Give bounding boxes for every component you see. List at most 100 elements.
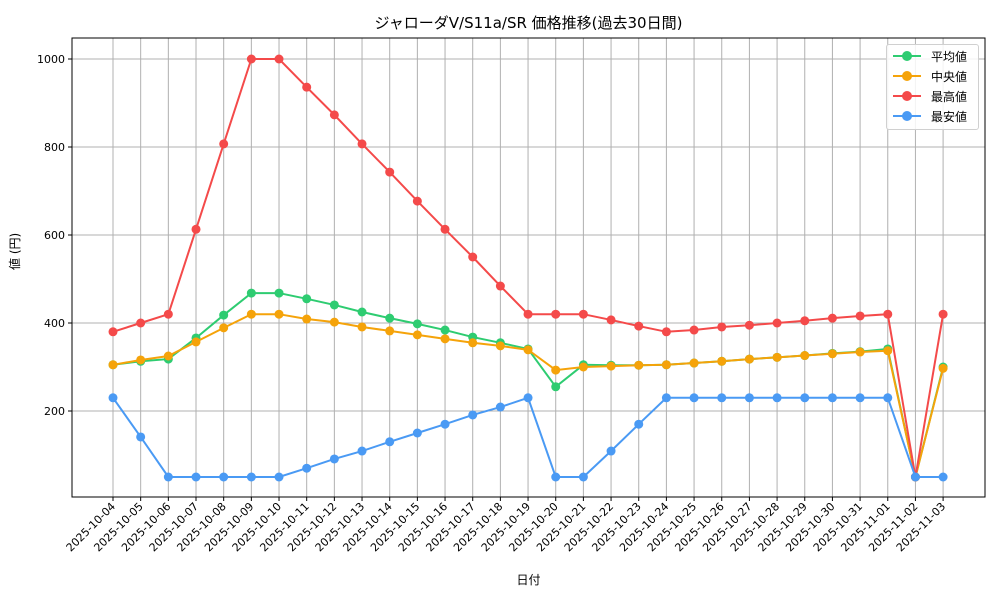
data-point xyxy=(523,345,533,355)
data-point xyxy=(634,321,644,331)
data-point xyxy=(385,167,395,177)
legend-label: 中央値 xyxy=(931,69,968,84)
legend-item-max: 最高値 xyxy=(893,86,967,106)
data-point xyxy=(357,446,367,456)
data-point xyxy=(634,360,644,370)
data-point xyxy=(329,110,339,120)
y-tick-label: 800 xyxy=(44,141,65,154)
data-point xyxy=(274,288,284,298)
data-point xyxy=(163,472,173,482)
data-point xyxy=(689,393,699,403)
data-point xyxy=(634,419,644,429)
data-point xyxy=(219,472,229,482)
data-point xyxy=(163,351,173,361)
data-point xyxy=(302,314,312,324)
data-point xyxy=(827,349,837,359)
data-point xyxy=(523,393,533,403)
data-point xyxy=(191,472,201,482)
data-point xyxy=(440,419,450,429)
data-point xyxy=(744,393,754,403)
data-point xyxy=(855,393,865,403)
data-point xyxy=(551,382,561,392)
data-point xyxy=(523,309,533,319)
data-point xyxy=(440,325,450,335)
data-point xyxy=(827,313,837,323)
y-tick-label: 1000 xyxy=(37,53,65,66)
data-point xyxy=(800,351,810,361)
data-point xyxy=(606,361,616,371)
data-point xyxy=(772,393,782,403)
data-point xyxy=(219,139,229,149)
data-point xyxy=(163,309,173,319)
data-point xyxy=(883,309,893,319)
data-point xyxy=(246,54,256,64)
data-point xyxy=(329,317,339,327)
data-point xyxy=(357,139,367,149)
x-axis-label: 日付 xyxy=(516,573,541,587)
data-point xyxy=(744,320,754,330)
legend: 平均値 中央値 最高値 最安値 xyxy=(886,44,979,130)
data-point xyxy=(800,393,810,403)
data-point xyxy=(329,454,339,464)
legend-marker-average xyxy=(893,51,921,61)
chart-title: ジャローダV/S11a/SR 価格推移(過去30日間) xyxy=(374,14,683,32)
data-point xyxy=(883,393,893,403)
data-point xyxy=(468,410,478,420)
data-point xyxy=(717,322,727,332)
data-point xyxy=(191,337,201,347)
data-point xyxy=(412,428,422,438)
data-point xyxy=(717,356,727,366)
data-point xyxy=(468,338,478,348)
legend-marker-min xyxy=(893,111,921,121)
legend-label: 最高値 xyxy=(931,89,968,104)
data-point xyxy=(302,463,312,473)
data-point xyxy=(246,309,256,319)
y-tick-label: 400 xyxy=(44,317,65,330)
data-point xyxy=(772,318,782,328)
legend-item-median: 中央値 xyxy=(893,66,967,86)
data-point xyxy=(744,354,754,364)
data-point xyxy=(938,363,948,373)
data-point xyxy=(440,224,450,234)
data-point xyxy=(938,472,948,482)
data-point xyxy=(883,346,893,356)
data-point xyxy=(274,309,284,319)
data-point xyxy=(661,393,671,403)
data-point xyxy=(246,472,256,482)
data-point xyxy=(855,311,865,321)
data-point xyxy=(274,472,284,482)
data-point xyxy=(357,322,367,332)
legend-marker-median xyxy=(893,71,921,81)
data-point xyxy=(357,307,367,317)
data-point xyxy=(412,196,422,206)
data-point xyxy=(578,472,588,482)
data-point xyxy=(855,347,865,357)
data-point xyxy=(191,224,201,234)
data-point xyxy=(800,316,810,326)
data-point xyxy=(108,360,118,370)
data-point xyxy=(578,309,588,319)
data-point xyxy=(412,319,422,329)
data-point xyxy=(412,330,422,340)
data-point xyxy=(246,288,256,298)
data-point xyxy=(385,313,395,323)
data-point xyxy=(302,82,312,92)
series-line xyxy=(108,309,948,482)
data-point xyxy=(385,437,395,447)
data-point xyxy=(578,362,588,372)
legend-label: 平均値 xyxy=(931,49,968,64)
series-line xyxy=(108,393,948,482)
data-point xyxy=(606,315,616,325)
data-point xyxy=(274,54,284,64)
data-point xyxy=(772,352,782,362)
data-point xyxy=(551,472,561,482)
y-tick-label: 600 xyxy=(44,229,65,242)
data-point xyxy=(302,294,312,304)
data-point xyxy=(689,358,699,368)
data-point xyxy=(606,446,616,456)
data-point xyxy=(468,252,478,262)
y-tick-label: 200 xyxy=(44,405,65,418)
legend-marker-max xyxy=(893,91,921,101)
data-point xyxy=(910,472,920,482)
